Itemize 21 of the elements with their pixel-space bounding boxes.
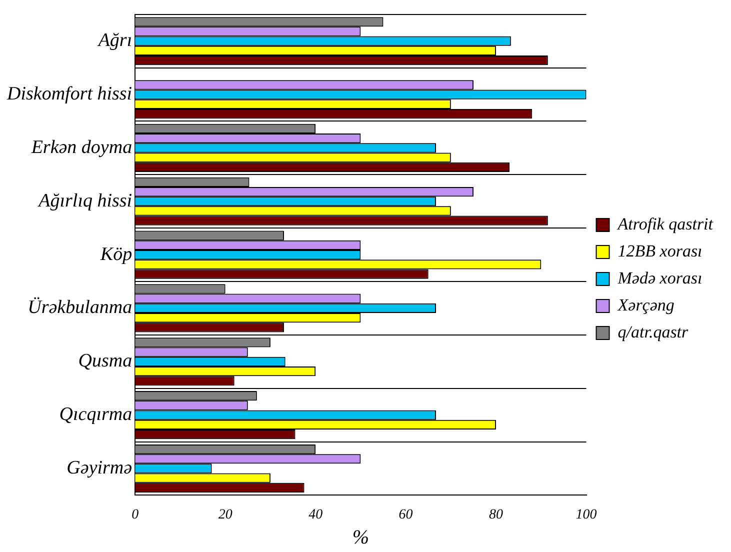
x-axis-title: % bbox=[352, 526, 370, 548]
x-tick-label: 0 bbox=[132, 507, 139, 522]
y-tick-label: Erkən doyma bbox=[30, 136, 132, 158]
legend-label: Atrofik qastrit bbox=[616, 214, 714, 234]
x-tick-label: 40 bbox=[308, 507, 323, 522]
legend-label: Xərçəng bbox=[616, 295, 674, 314]
x-tick-label: 20 bbox=[218, 507, 232, 522]
y-tick-label: Ağırlıq hissi bbox=[36, 190, 132, 212]
y-tick-label: Gəyirmə bbox=[66, 457, 132, 478]
x-tick-label: 60 bbox=[398, 507, 413, 522]
y-tick-label: Qıcqırma bbox=[59, 404, 132, 426]
legend-label: Mədə xorası bbox=[616, 268, 702, 288]
y-tick-label: Ağrı bbox=[96, 30, 132, 52]
x-tick-label: 80 bbox=[489, 507, 504, 522]
y-tick-label: Qusma bbox=[78, 350, 132, 372]
y-tick-label: Köp bbox=[99, 244, 132, 265]
legend-label: 12BB xorası bbox=[618, 241, 702, 260]
y-tick-label: Diskomfort hissi bbox=[6, 84, 132, 105]
legend-label: q/atr.qastr bbox=[618, 322, 689, 342]
x-tick-label: 100 bbox=[576, 507, 597, 522]
y-tick-label: Ürəkbulanma bbox=[28, 297, 132, 318]
